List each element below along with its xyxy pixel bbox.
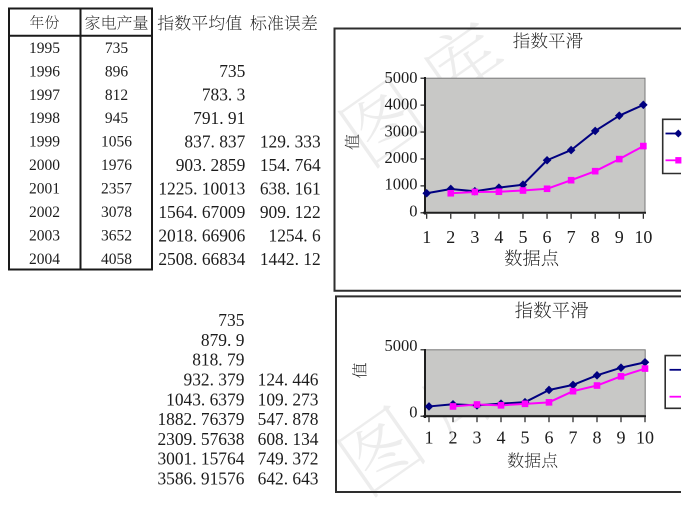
svg-text:4: 4 xyxy=(494,227,503,247)
svg-text:7: 7 xyxy=(569,428,578,448)
svg-text:1056: 1056 xyxy=(101,134,132,151)
svg-text:2018. 66906: 2018. 66906 xyxy=(158,225,245,245)
svg-text:1000: 1000 xyxy=(385,175,418,194)
svg-text:6: 6 xyxy=(543,227,552,247)
svg-text:9: 9 xyxy=(615,227,624,247)
svg-text:4058: 4058 xyxy=(101,251,132,268)
svg-text:5: 5 xyxy=(518,227,527,247)
svg-text:879. 9: 879. 9 xyxy=(201,330,244,350)
svg-text:109. 273: 109. 273 xyxy=(258,389,319,409)
svg-text:10: 10 xyxy=(636,428,654,448)
svg-text:3078: 3078 xyxy=(101,204,132,221)
svg-text:129. 333: 129. 333 xyxy=(260,131,321,151)
svg-text:1254. 6: 1254. 6 xyxy=(269,225,321,245)
svg-text:8: 8 xyxy=(593,428,602,448)
svg-text:2357: 2357 xyxy=(101,181,132,198)
svg-text:2000: 2000 xyxy=(29,157,60,174)
svg-text:2000: 2000 xyxy=(385,148,418,167)
svg-text:1997: 1997 xyxy=(29,87,60,104)
svg-text:5: 5 xyxy=(521,428,530,448)
svg-text:6: 6 xyxy=(545,428,554,448)
svg-text:2003: 2003 xyxy=(29,228,60,245)
svg-text:5000: 5000 xyxy=(385,68,418,87)
svg-text:2002: 2002 xyxy=(29,204,60,221)
svg-text:3586. 91576: 3586. 91576 xyxy=(157,469,244,489)
svg-text:1995: 1995 xyxy=(29,40,60,57)
svg-text:2309. 57638: 2309. 57638 xyxy=(157,429,244,449)
svg-text:1442. 12: 1442. 12 xyxy=(260,249,321,269)
svg-text:837. 837: 837. 837 xyxy=(184,131,245,151)
svg-text:608. 134: 608. 134 xyxy=(258,429,319,449)
svg-text:896: 896 xyxy=(105,63,129,80)
svg-text:2004: 2004 xyxy=(29,251,60,268)
svg-text:791. 91: 791. 91 xyxy=(193,108,245,128)
svg-text:735: 735 xyxy=(218,310,244,330)
svg-text:1225. 10013: 1225. 10013 xyxy=(158,178,245,198)
svg-text:2508. 66834: 2508. 66834 xyxy=(158,249,245,269)
svg-text:1999: 1999 xyxy=(29,134,60,151)
svg-text:1976: 1976 xyxy=(101,157,132,174)
svg-text:1043. 6379: 1043. 6379 xyxy=(166,389,244,409)
svg-text:1996: 1996 xyxy=(29,63,60,80)
svg-text:735: 735 xyxy=(219,61,245,81)
svg-text:0: 0 xyxy=(409,201,417,220)
svg-text:932. 379: 932. 379 xyxy=(184,370,245,390)
svg-text:818. 79: 818. 79 xyxy=(192,350,244,370)
svg-text:783. 3: 783. 3 xyxy=(202,84,246,104)
svg-text:812: 812 xyxy=(105,87,128,104)
svg-text:1: 1 xyxy=(425,428,434,448)
svg-text:8: 8 xyxy=(591,227,600,247)
svg-text:638. 161: 638. 161 xyxy=(260,178,321,198)
svg-text:3: 3 xyxy=(473,428,482,448)
svg-text:3000: 3000 xyxy=(385,121,418,140)
svg-text:749. 372: 749. 372 xyxy=(258,449,319,469)
svg-text:1882. 76379: 1882. 76379 xyxy=(157,409,244,429)
svg-text:1564. 67009: 1564. 67009 xyxy=(158,202,245,222)
svg-text:4: 4 xyxy=(497,428,506,448)
svg-text:0: 0 xyxy=(409,403,417,422)
svg-text:4000: 4000 xyxy=(385,95,418,114)
svg-text:154. 764: 154. 764 xyxy=(260,155,321,175)
svg-text:9: 9 xyxy=(617,428,626,448)
svg-text:735: 735 xyxy=(105,40,129,57)
svg-text:5000: 5000 xyxy=(385,336,418,355)
svg-text:3: 3 xyxy=(470,227,479,247)
svg-text:10: 10 xyxy=(634,227,652,247)
svg-text:642. 643: 642. 643 xyxy=(258,469,319,489)
svg-text:1998: 1998 xyxy=(29,110,60,127)
svg-text:124. 446: 124. 446 xyxy=(258,370,319,390)
svg-text:3652: 3652 xyxy=(101,228,132,245)
svg-text:903. 2859: 903. 2859 xyxy=(176,155,246,175)
svg-text:3001. 15764: 3001. 15764 xyxy=(157,449,244,469)
svg-text:547. 878: 547. 878 xyxy=(258,409,319,429)
svg-text:7: 7 xyxy=(567,227,576,247)
svg-text:2001: 2001 xyxy=(29,181,60,198)
svg-text:2: 2 xyxy=(449,428,458,448)
svg-text:1: 1 xyxy=(422,227,431,247)
svg-text:945: 945 xyxy=(105,110,129,127)
svg-text:909. 122: 909. 122 xyxy=(260,202,321,222)
svg-text:2: 2 xyxy=(446,227,455,247)
